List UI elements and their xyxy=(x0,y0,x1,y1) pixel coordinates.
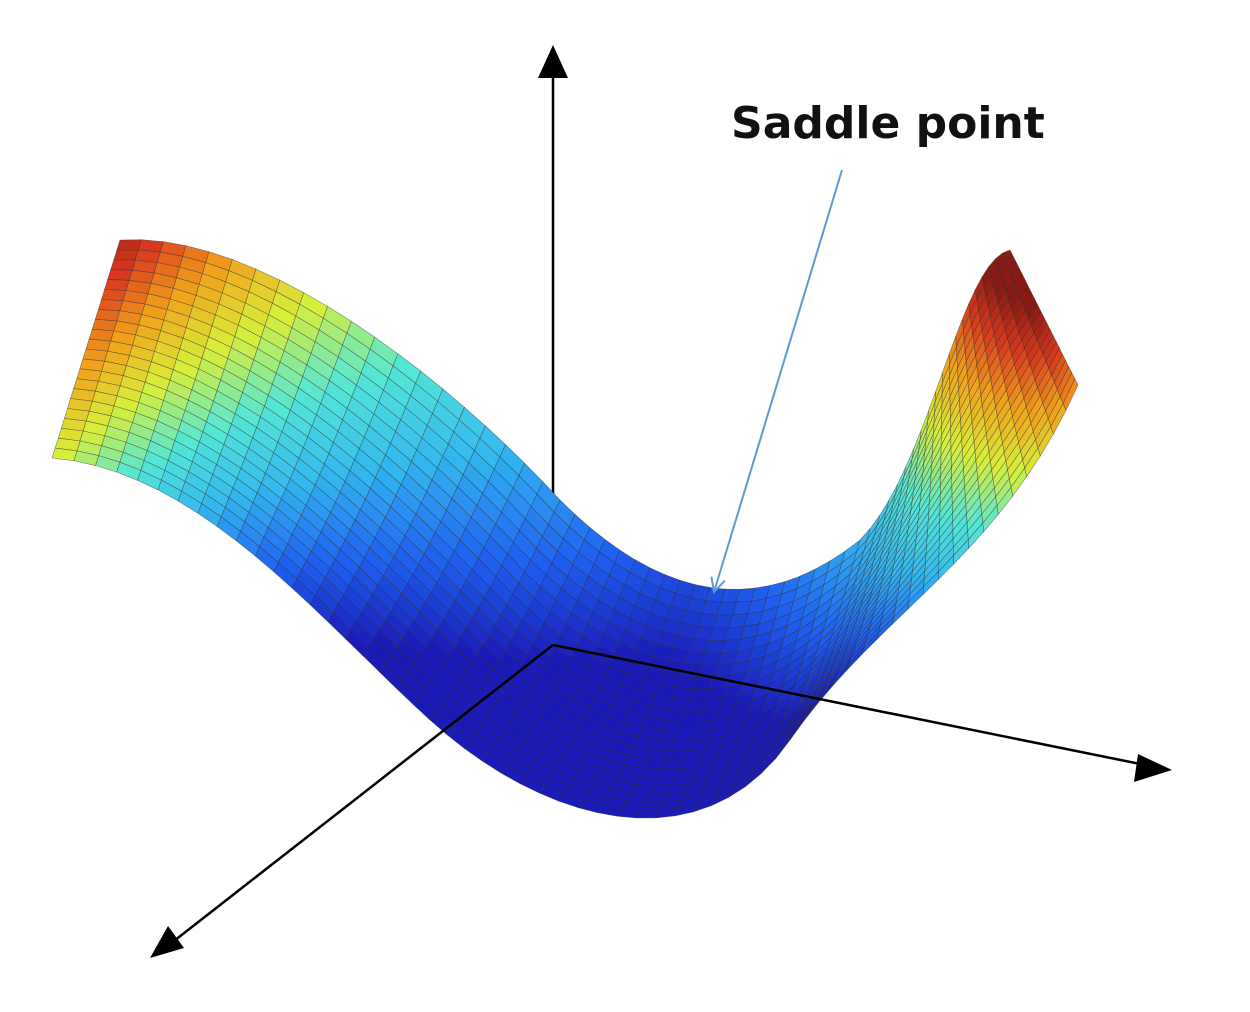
x-axis-arrowhead xyxy=(1134,754,1172,782)
surface-mesh-cell xyxy=(104,279,130,291)
surface-mesh-cell xyxy=(94,309,121,322)
surface-mesh-cell xyxy=(107,269,133,281)
saddle-point-pointer xyxy=(710,169,843,595)
surface-mesh-cell xyxy=(97,299,124,312)
surface-mesh-cell xyxy=(110,259,136,271)
y-axis-line xyxy=(164,644,554,949)
surface-mesh-cell xyxy=(116,239,142,251)
surface-mesh-cell xyxy=(1062,378,1079,412)
x-axis-line xyxy=(552,643,1161,770)
z-axis-arrowhead xyxy=(538,45,568,78)
saddle-surface xyxy=(51,239,1079,819)
surface-mesh-cell xyxy=(101,289,127,302)
y-axis-arrowhead xyxy=(150,926,184,958)
saddle-point-label: Saddle point xyxy=(731,98,1045,149)
axes-front xyxy=(150,643,1172,958)
surface-mesh-cell xyxy=(113,249,139,261)
